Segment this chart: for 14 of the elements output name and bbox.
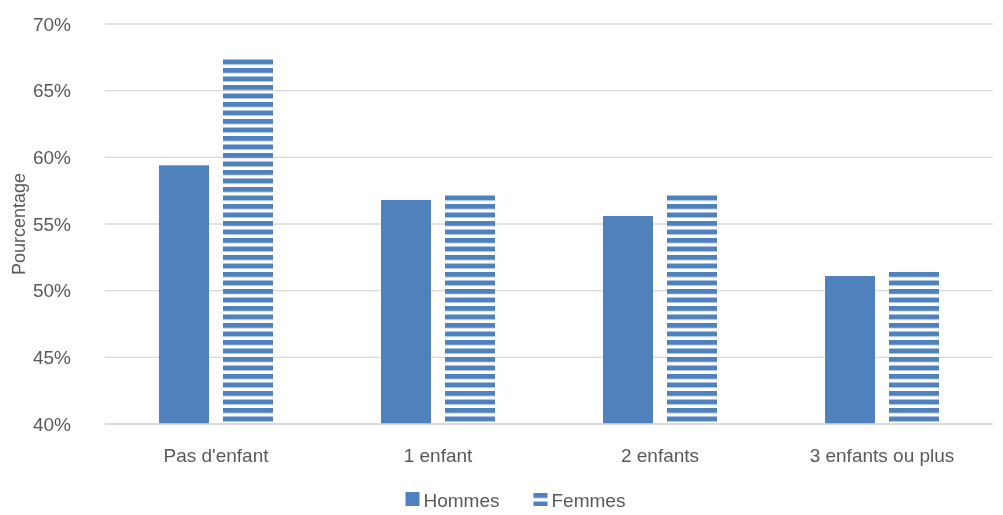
x-tick-label: 3 enfants ou plus — [809, 445, 955, 466]
x-tick-label: 2 enfants — [620, 445, 700, 466]
y-tick-label: 40% — [32, 413, 72, 435]
y-tick-label: 60% — [32, 146, 72, 168]
y-tick-label: 55% — [32, 213, 72, 235]
legend-label: Femmes — [551, 489, 626, 511]
y-tick-label: 70% — [32, 13, 72, 35]
legend-label: Hommes — [423, 489, 500, 511]
y-tick-label: 50% — [32, 280, 72, 302]
x-tick-label: 1 enfant — [403, 445, 474, 466]
y-tick-label: 45% — [32, 346, 72, 368]
x-tick-label: Pas d'enfant — [163, 445, 270, 466]
y-axis-title: Pourcentage — [9, 172, 29, 276]
y-tick-label: 65% — [32, 80, 72, 102]
